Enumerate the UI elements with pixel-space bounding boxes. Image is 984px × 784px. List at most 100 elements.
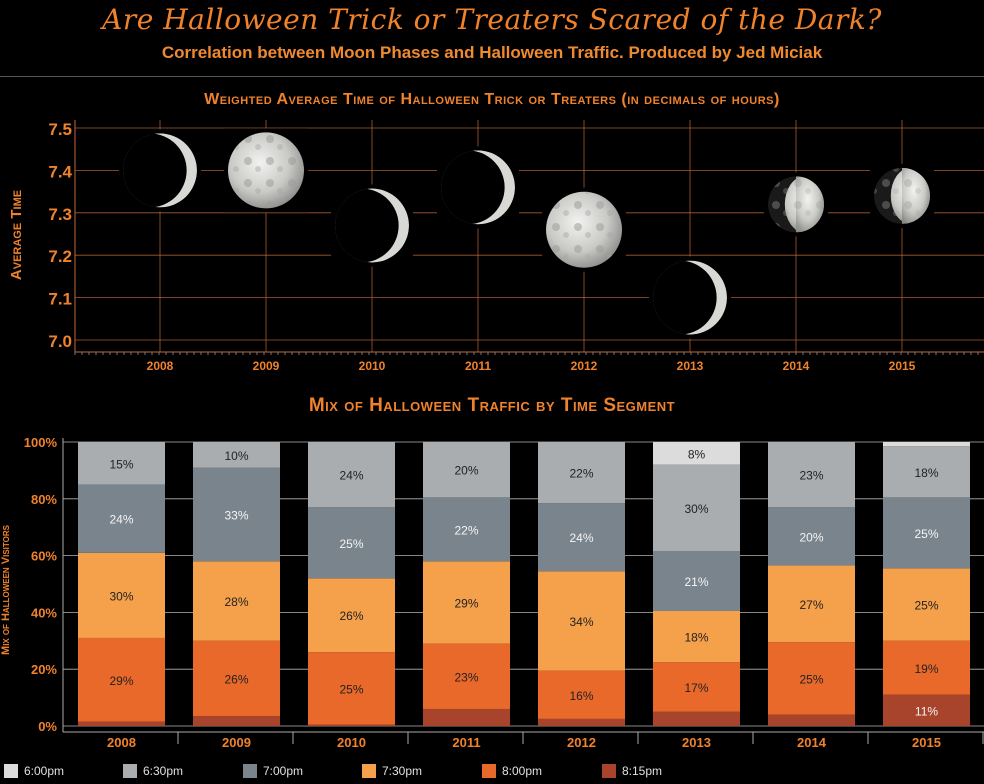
data-label: 25% — [339, 537, 363, 551]
bar-segment-700pm — [768, 507, 855, 566]
data-label: 29% — [454, 596, 478, 610]
legend-item-600pm[interactable]: 6:00pm — [4, 764, 64, 778]
bar-segment-600pm — [883, 442, 970, 447]
data-label: 24% — [109, 513, 133, 527]
x-tick-label: 2014 — [783, 359, 810, 373]
y-tick-label: 7.1 — [48, 290, 72, 309]
bar-segment-815pm — [538, 718, 625, 726]
mix-chart-title: Mix of Halloween Traffic by Time Segment — [308, 395, 676, 416]
legend-label: 6:30pm — [143, 764, 184, 778]
x-tick-label: 2013 — [677, 359, 704, 373]
moon-point-2014 — [764, 172, 828, 237]
bar-segment-630pm — [653, 464, 740, 552]
moon-lit-part — [768, 176, 824, 233]
data-label: 11% — [915, 704, 938, 718]
dashboard-title: Are Halloween Trick or Treaters Scared o… — [102, 3, 882, 36]
bar-segment-800pm — [653, 662, 740, 712]
y-tick-label: 7.2 — [48, 247, 72, 266]
moon-point-2013 — [649, 256, 731, 339]
legend-swatch — [482, 764, 496, 778]
data-label: 26% — [339, 609, 363, 623]
bar-segment-800pm — [423, 643, 510, 709]
data-label: 8% — [688, 447, 706, 461]
moon-lit-part — [653, 260, 727, 335]
data-label: 15% — [109, 457, 133, 471]
data-label: 33% — [224, 508, 248, 522]
bar-segment-800pm — [768, 642, 855, 715]
y-tick-label: 20% — [31, 662, 57, 677]
legend-label: 7:30pm — [382, 764, 423, 778]
bar-segment-700pm — [653, 551, 740, 611]
bar-segment-630pm — [883, 446, 970, 498]
moon-chart-title: Weighted Average Time of Halloween Trick… — [204, 91, 780, 108]
bar-segment-700pm — [78, 484, 165, 553]
bar-segment-800pm — [193, 640, 280, 717]
data-label: 19% — [914, 662, 938, 676]
data-label: 20% — [454, 464, 478, 478]
legend-label: 6:00pm — [24, 764, 65, 778]
legend-item-630pm[interactable]: 6:30pm — [123, 764, 183, 778]
bar-segment-730pm — [78, 552, 165, 638]
bar-segment-630pm — [78, 442, 165, 485]
data-label: 30% — [109, 589, 133, 603]
y-axis-title: Mix of Halloween Visitors — [0, 524, 12, 655]
y-axis-title: Average Time — [8, 190, 25, 280]
moon-point-2010 — [331, 184, 413, 267]
data-label: 17% — [684, 681, 708, 695]
legend-item-815pm[interactable]: 8:15pm — [602, 764, 662, 778]
bar-segment-700pm — [883, 497, 970, 569]
bar-segment-700pm — [193, 467, 280, 562]
bar-segment-815pm — [768, 714, 855, 726]
bar-segment-630pm — [193, 442, 280, 468]
x-tick-label: 2015 — [912, 735, 941, 750]
data-label: 27% — [799, 598, 823, 612]
moon-point-2015 — [870, 163, 934, 228]
bar-segment-800pm — [883, 640, 970, 695]
data-label: 29% — [109, 674, 133, 688]
data-label: 30% — [684, 502, 708, 516]
bar-segment-730pm — [423, 561, 510, 644]
bar-segment-630pm — [538, 442, 625, 504]
y-tick-label: 7.3 — [48, 205, 72, 224]
data-label: 10% — [224, 449, 248, 463]
bar-segment-815pm — [423, 708, 510, 726]
moon-lit-part — [874, 167, 930, 224]
legend-item-730pm[interactable]: 7:30pm — [362, 764, 422, 778]
data-label: 21% — [684, 575, 708, 589]
bar-segment-630pm — [423, 442, 510, 498]
data-label: 16% — [569, 689, 593, 703]
bar-segment-815pm — [78, 721, 165, 726]
data-label: 26% — [224, 672, 248, 686]
moon-maria — [228, 132, 304, 209]
data-label: 24% — [339, 469, 363, 483]
moon-lit-part — [123, 133, 197, 208]
bar-segment-730pm — [308, 578, 395, 653]
data-label: 18% — [684, 631, 708, 645]
x-tick-label: 2009 — [253, 359, 280, 373]
x-tick-label: 2010 — [337, 735, 366, 750]
legend-label: 8:15pm — [622, 764, 663, 778]
data-label: 25% — [914, 527, 938, 541]
x-tick-label: 2008 — [147, 359, 174, 373]
y-tick-label: 100% — [24, 435, 58, 450]
bar-segment-730pm — [653, 610, 740, 663]
bar-segment-800pm — [308, 652, 395, 725]
legend-item-800pm[interactable]: 8:00pm — [482, 764, 542, 778]
bar-segment-815pm — [193, 716, 280, 726]
data-label: 20% — [799, 530, 823, 544]
data-label: 22% — [569, 467, 593, 481]
y-tick-label: 0% — [38, 719, 57, 734]
time-segment-legend: 6:00pm 6:30pm 7:00pm 7:30pm 8:00pm 8:15pm — [0, 760, 984, 784]
moon-point-2012 — [542, 187, 626, 272]
bar-segment-730pm — [883, 568, 970, 641]
moon-lit-part — [441, 150, 515, 225]
bar-segment-600pm — [653, 442, 740, 465]
moon-phase-chart: 7.0 7.1 7.2 7.3 7.4 7.5 2008 2009 2010 2011 2012 20… — [8, 120, 984, 373]
bar-segment-730pm — [538, 571, 625, 671]
data-label: 25% — [914, 599, 938, 613]
legend-swatch — [4, 764, 18, 778]
legend-item-700pm[interactable]: 7:00pm — [243, 764, 303, 778]
moon-point-2009 — [224, 128, 308, 213]
bar-segment-700pm — [308, 507, 395, 579]
moon-point-2011 — [437, 146, 519, 229]
